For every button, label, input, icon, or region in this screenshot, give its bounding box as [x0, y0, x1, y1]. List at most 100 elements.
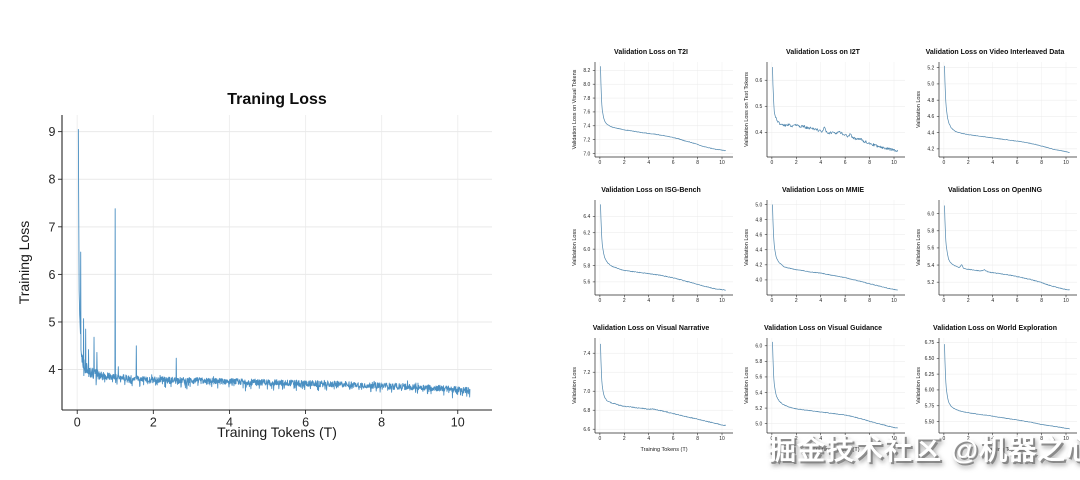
svg-text:4: 4 — [991, 160, 994, 166]
svg-text:6.50: 6.50 — [925, 356, 935, 362]
x-axis-label: Training Tokens (T) — [812, 447, 860, 453]
svg-text:6.2: 6.2 — [583, 231, 590, 237]
svg-text:8: 8 — [868, 298, 871, 304]
svg-text:10: 10 — [891, 160, 897, 166]
chart-validation-opening: Validation Loss on OpenING Validation Lo… — [909, 185, 1080, 323]
svg-text:10: 10 — [891, 298, 897, 304]
svg-text:7.8: 7.8 — [583, 96, 590, 102]
y-axis-label: Validation Loss — [916, 91, 922, 128]
chart-validation-world-exploration: Validation Loss on World Exploration Val… — [909, 323, 1080, 461]
svg-text:7.6: 7.6 — [583, 110, 590, 116]
chart-validation-video-interleaved: Validation Loss on Video Interleaved Dat… — [909, 47, 1080, 185]
svg-text:2: 2 — [623, 436, 626, 442]
svg-text:10: 10 — [719, 160, 725, 166]
chart-title: Validation Loss on Video Interleaved Dat… — [925, 49, 1065, 56]
y-axis-label: Validation Loss — [572, 229, 578, 266]
svg-text:5.0: 5.0 — [755, 421, 762, 427]
svg-text:4.2: 4.2 — [927, 147, 934, 153]
svg-text:4.8: 4.8 — [755, 217, 762, 223]
svg-text:2: 2 — [623, 298, 626, 304]
main-chart-title: Traning Loss — [227, 91, 327, 108]
svg-text:10: 10 — [891, 436, 897, 442]
svg-text:7.2: 7.2 — [583, 370, 590, 376]
svg-text:2: 2 — [623, 160, 626, 166]
chart-title: Validation Loss on MMIE — [781, 187, 865, 194]
plot: 0 2 4 6 8 10 5.2 5.4 5.6 5.8 6.0 — [927, 200, 1077, 304]
svg-text:10: 10 — [719, 298, 725, 304]
svg-text:5.8: 5.8 — [583, 263, 590, 269]
svg-text:10: 10 — [451, 416, 465, 430]
svg-text:4: 4 — [226, 416, 233, 430]
svg-text:0: 0 — [598, 160, 601, 166]
y-axis-label: Validation Loss — [744, 229, 750, 266]
svg-text:5.4: 5.4 — [755, 390, 762, 396]
svg-text:5.0: 5.0 — [755, 202, 762, 208]
svg-text:4.6: 4.6 — [755, 232, 762, 238]
svg-text:7: 7 — [49, 220, 56, 234]
validation-grid: Validation Loss on T2I Validation Loss o… — [565, 47, 1080, 461]
chart-title: Validation Loss on I2T — [786, 49, 860, 56]
svg-text:0.6: 0.6 — [755, 78, 762, 84]
svg-text:2: 2 — [795, 160, 798, 166]
svg-text:8: 8 — [696, 436, 699, 442]
svg-text:10: 10 — [1063, 436, 1069, 442]
plot: 0 2 4 6 8 10 5.6 5.8 6.0 6.2 6.4 — [583, 200, 733, 304]
chart-validation-visual-narrative: Validation Loss on Visual Narrative Vali… — [565, 323, 737, 461]
svg-text:4: 4 — [819, 298, 822, 304]
main-x-axis-label: Training Tokens (T) — [217, 424, 337, 440]
svg-text:6: 6 — [672, 436, 675, 442]
svg-text:6.0: 6.0 — [583, 247, 590, 253]
svg-text:7.0: 7.0 — [583, 389, 590, 395]
svg-text:5.50: 5.50 — [925, 419, 935, 425]
y-axis-label: Validation Loss on Text Tokens — [744, 72, 750, 147]
svg-text:6.8: 6.8 — [583, 408, 590, 414]
y-axis-label: Validation Loss — [572, 367, 578, 404]
svg-text:10: 10 — [719, 436, 725, 442]
svg-text:4.6: 4.6 — [927, 114, 934, 120]
svg-text:8: 8 — [696, 160, 699, 166]
svg-text:8: 8 — [49, 173, 56, 187]
svg-text:6: 6 — [844, 436, 847, 442]
svg-text:4.0: 4.0 — [755, 278, 762, 284]
chart-title: Validation Loss on World Exploration — [933, 325, 1057, 332]
svg-text:4: 4 — [819, 160, 822, 166]
chart-validation-i2t: Validation Loss on I2T Validation Loss o… — [737, 47, 909, 185]
svg-text:2: 2 — [967, 160, 970, 166]
y-axis-label: Validation Loss on Visual Tokens — [572, 69, 578, 150]
svg-text:6.25: 6.25 — [925, 372, 935, 378]
svg-text:5.0: 5.0 — [927, 82, 934, 88]
svg-text:5.6: 5.6 — [927, 246, 934, 252]
svg-text:6: 6 — [1016, 298, 1019, 304]
svg-text:2: 2 — [150, 416, 157, 430]
chart-validation-t2i: Validation Loss on T2I Validation Loss o… — [565, 47, 737, 185]
svg-text:5.75: 5.75 — [925, 404, 935, 410]
svg-text:6.0: 6.0 — [755, 344, 762, 350]
plot: 0 2 4 6 8 10 5.0 5.2 5.4 5.6 5.8 6.0 — [755, 338, 905, 442]
svg-text:0.4: 0.4 — [755, 130, 762, 136]
svg-text:6: 6 — [302, 416, 309, 430]
training-loss-figure: Traning Loss Training Loss 0 2 4 6 8 10 4 5 6 7 8 9… — [16, 91, 492, 440]
svg-text:7.4: 7.4 — [583, 124, 590, 130]
svg-text:5.8: 5.8 — [755, 359, 762, 365]
svg-text:0: 0 — [74, 416, 81, 430]
chart-validation-visual-guidance: Validation Loss on Visual Guidance Valid… — [737, 323, 909, 461]
svg-text:7.2: 7.2 — [583, 137, 590, 143]
svg-text:4.4: 4.4 — [755, 248, 762, 254]
svg-text:2: 2 — [967, 436, 970, 442]
svg-text:8.0: 8.0 — [583, 82, 590, 88]
chart-title: Validation Loss on ISG-Bench — [601, 187, 701, 194]
svg-text:6.00: 6.00 — [925, 388, 935, 394]
svg-text:4.2: 4.2 — [755, 263, 762, 269]
svg-text:0: 0 — [770, 436, 773, 442]
training-loss-plot: 0 2 4 6 8 10 4 5 6 7 8 9 — [49, 115, 492, 430]
svg-text:6: 6 — [672, 298, 675, 304]
svg-text:10: 10 — [1063, 160, 1069, 166]
plot: 0 2 4 6 8 10 7.0 7.2 7.4 7.6 7.8 8.0 8.2 — [583, 62, 733, 166]
y-axis-label: Validation Loss — [744, 367, 750, 404]
plot: 0 2 4 6 8 10 6.6 6.8 7.0 7.2 7.4 — [583, 338, 733, 442]
svg-text:9: 9 — [49, 125, 56, 139]
svg-text:8: 8 — [868, 436, 871, 442]
svg-text:6.6: 6.6 — [583, 427, 590, 433]
svg-text:0: 0 — [942, 436, 945, 442]
